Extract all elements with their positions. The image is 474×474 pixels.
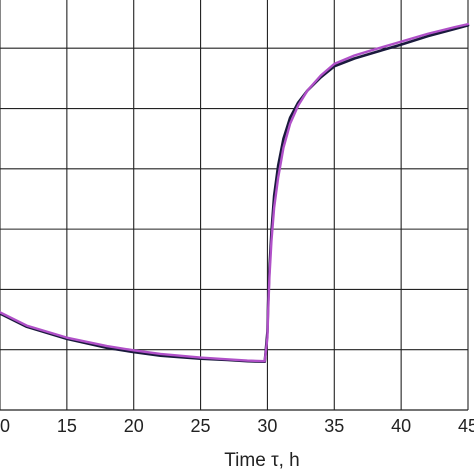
series-layer [0,22,470,364]
grid-layer [0,0,469,411]
x-tick-label: 30 [257,416,277,436]
series-line-1 [0,24,470,364]
x-tick-labels: 10 15 20 25 30 35 40 45 [0,416,474,436]
x-tick-label: 35 [324,416,344,436]
x-tick-label: 45 [458,416,474,436]
x-tick-label: 25 [191,416,211,436]
x-tick-label: 20 [124,416,144,436]
x-tick-label: 10 [0,416,10,436]
x-tick-label: 40 [391,416,411,436]
x-axis-title: Time τ, h [224,450,299,471]
x-tick-label: 15 [57,416,77,436]
series-line-2 [0,22,470,363]
